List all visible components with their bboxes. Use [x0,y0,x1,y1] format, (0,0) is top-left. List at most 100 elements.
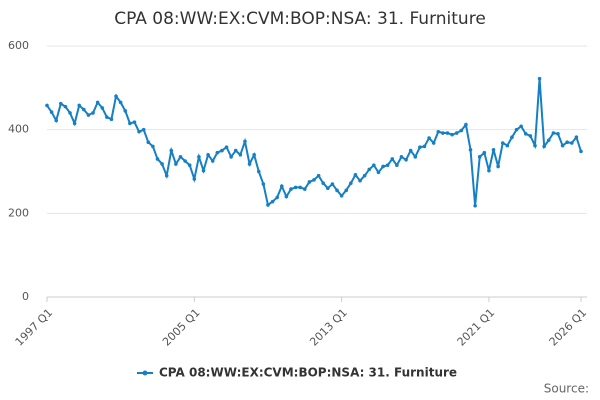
point [289,187,293,191]
point [376,170,381,175]
point [151,144,155,149]
point [381,164,385,169]
point [164,173,169,178]
x-tick-label: 1997 Q1 [13,306,56,349]
y-tick-label: 600 [8,39,29,52]
point [77,103,82,108]
point [247,162,252,166]
point [279,184,284,188]
point [523,132,528,136]
point [441,131,445,135]
point [362,173,367,178]
point [302,187,307,191]
x-tick-label: 2026 Q1 [547,306,590,349]
point [422,144,427,149]
point [293,185,298,190]
point [468,147,473,152]
point [477,155,482,159]
point [298,185,302,190]
point [275,195,279,200]
point [118,100,123,105]
point [487,168,491,173]
point [491,147,496,152]
line [46,78,582,207]
point [528,134,533,138]
point [266,203,270,207]
point [54,118,59,123]
point [569,141,574,145]
point [519,124,523,129]
point [473,204,477,208]
point [358,178,362,183]
point [399,155,404,159]
point [132,120,137,124]
point [123,109,128,113]
point [335,188,339,193]
point [63,104,68,109]
point [427,136,431,140]
point [137,129,141,134]
point [312,178,316,182]
point [537,76,542,81]
point [95,100,100,105]
point [105,115,109,119]
point [270,199,275,204]
point [353,173,358,177]
point [418,145,422,150]
y-tick-label: 400 [8,123,29,136]
chart-title: CPA 08:WW:EX:CVM:BOP:NSA: 31. Furniture [114,9,486,29]
point [408,148,413,153]
point [482,150,487,155]
point [330,182,335,186]
point [390,157,395,161]
point [109,117,114,122]
x-tick-label: 2005 Q1 [160,306,203,349]
point [45,103,49,108]
point [579,149,583,154]
x-tick-label: 2021 Q1 [455,306,498,349]
point [229,155,233,159]
point [556,132,560,136]
point [169,148,174,153]
source: Source: [544,382,589,396]
point [252,152,256,157]
point [233,148,238,153]
point [560,143,565,148]
point [49,110,54,114]
point [114,94,118,98]
x-tick-label: 2013 Q1 [307,306,350,349]
point [349,181,353,186]
point [344,188,349,193]
point [307,180,312,184]
point [72,121,77,126]
point [174,162,178,166]
point [197,155,201,159]
point [339,193,344,198]
point [500,141,505,145]
point [284,194,289,199]
point [206,152,210,157]
point [496,164,500,169]
point [256,169,261,174]
point [201,168,206,173]
point [86,113,91,117]
point [238,152,243,157]
point [445,131,450,135]
point [261,182,266,186]
point [542,144,546,149]
point [395,163,399,168]
point [91,111,95,115]
point [155,157,160,161]
point [68,111,72,115]
point [59,101,63,106]
y-tick-label: 200 [8,206,29,219]
point [533,143,537,148]
point [505,143,510,148]
legend-marker [142,370,148,376]
point [220,148,224,153]
point [404,157,408,162]
point [385,163,390,168]
point [436,129,441,134]
point [454,131,459,135]
